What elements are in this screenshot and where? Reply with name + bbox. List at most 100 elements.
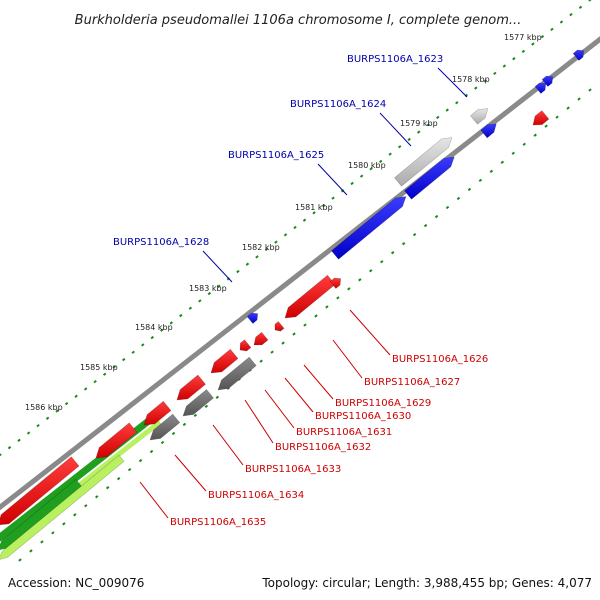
tick-dot [281, 341, 285, 345]
tick-dot [274, 240, 278, 244]
tick-dot [397, 145, 402, 149]
backbone [0, 36, 600, 511]
leader-line [303, 364, 334, 400]
tick-dot [51, 531, 55, 535]
tick-dot [84, 504, 88, 508]
gene-arrow-1624[interactable] [404, 156, 455, 200]
gene-arrow-grey-1[interactable] [394, 137, 453, 187]
tick-dot [380, 260, 384, 264]
gene-arrow-grey-2[interactable] [470, 108, 489, 125]
gene-arrow-1634[interactable] [95, 422, 138, 459]
tick-dot [264, 247, 269, 252]
tick-dot [445, 108, 449, 112]
accession-text: Accession: NC_009076 [8, 576, 144, 590]
tick-dot [489, 169, 494, 174]
gene-label[interactable]: BURPS1106A_1626 [392, 354, 488, 365]
tick-dot [350, 181, 354, 186]
tick-dot [302, 218, 307, 222]
gene-label[interactable]: BURPS1106A_1628 [113, 237, 209, 248]
tick-dot [95, 495, 99, 499]
tick-dot [456, 196, 461, 201]
tick-dot [416, 130, 421, 134]
gene-label[interactable]: BURPS1106A_1624 [290, 99, 386, 110]
tick-dot [434, 214, 439, 219]
gene-label[interactable]: BURPS1106A_1630 [315, 411, 411, 422]
tick-dot [321, 203, 326, 208]
gene-arrow-red-far[interactable] [532, 110, 550, 126]
gene-arrow-1631[interactable] [210, 348, 239, 374]
gene-arrow-1623[interactable] [480, 123, 497, 139]
gene-arrow-1626[interactable] [284, 274, 336, 319]
tick-dot [436, 115, 440, 120]
tick-dot [512, 57, 516, 61]
gene-label[interactable]: BURPS1106A_1627 [364, 377, 460, 388]
gene-label[interactable]: BURPS1106A_1629 [335, 398, 431, 409]
tick-dot [169, 321, 174, 325]
tick-dot [566, 106, 570, 110]
gene-label[interactable]: BURPS1106A_1632 [275, 442, 371, 453]
gene-arrow-1628[interactable] [246, 312, 259, 324]
tick-dot [555, 115, 559, 119]
gene-arrow-1629[interactable] [253, 331, 269, 346]
tick-dot [215, 395, 220, 399]
tick-dot [121, 357, 126, 362]
tick-label: 1578 kbp [452, 75, 490, 84]
tick-dot [358, 278, 362, 282]
tick-dot [426, 123, 430, 127]
tick-dot [236, 269, 240, 274]
gene-arrow-grey-lower-2[interactable] [182, 389, 214, 417]
leader-line [174, 454, 207, 492]
tick-dot [478, 178, 483, 183]
tick-dot [74, 394, 78, 398]
tick-dot [217, 284, 221, 288]
gene-label[interactable]: BURPS1106A_1631 [296, 427, 392, 438]
gene-arrow-red-small[interactable] [329, 277, 342, 289]
tick-dot [182, 422, 187, 427]
tick-dot [577, 97, 581, 101]
tick-dot [40, 540, 44, 544]
gene-arrow-1627[interactable] [274, 321, 285, 332]
gene-label[interactable]: BURPS1106A_1634 [208, 490, 304, 501]
tick-dot [150, 335, 154, 340]
tick-dot [474, 86, 478, 90]
tick-label: 1585 kbp [80, 363, 118, 372]
gene-arrow-lime[interactable] [0, 454, 125, 560]
tick-dot [531, 42, 535, 46]
tick-dot [314, 314, 318, 318]
tick-dot [283, 233, 288, 237]
gene-arrow-1632[interactable] [176, 374, 206, 401]
tick-dot [160, 440, 165, 445]
gene-label[interactable]: BURPS1106A_1635 [170, 517, 266, 528]
gene-label[interactable]: BURPS1106A_1623 [347, 54, 443, 65]
gene-arrow-blue-b[interactable] [541, 75, 554, 87]
gene-arrow-grey-lower-1[interactable] [149, 413, 181, 441]
map-title: Burkholderia pseudomallei 1106a chromoso… [75, 13, 522, 28]
gene-features [0, 49, 585, 560]
tick-dot [588, 0, 592, 2]
tick-label: 1584 kbp [135, 323, 173, 332]
tick-label: 1579 kbp [400, 119, 438, 128]
tick-dot [64, 401, 69, 406]
tick-dot [160, 328, 164, 332]
tick-dot [149, 449, 154, 454]
gene-arrow-1625[interactable] [331, 196, 407, 260]
gene-arrow-blue-c[interactable] [572, 49, 585, 61]
tick-dot [29, 549, 33, 553]
gene-arrow-grey-lower-3[interactable] [217, 356, 257, 391]
tick-dot [412, 232, 417, 237]
tick-dot [325, 305, 329, 309]
gene-arrow-blue-a[interactable] [534, 82, 547, 94]
gene-label[interactable]: BURPS1106A_1625 [228, 150, 324, 161]
tick-dot [502, 64, 507, 68]
tick-dot [378, 159, 383, 164]
tick-dot [141, 343, 145, 347]
gene-arrow-1635[interactable] [0, 456, 80, 526]
tick-dot [588, 88, 592, 92]
gene-arrow-1633[interactable] [143, 400, 172, 426]
tick-dot [521, 49, 526, 54]
tick-dot [26, 431, 31, 435]
tick-dot [522, 142, 526, 146]
gene-arrow-1630[interactable] [239, 339, 252, 352]
gene-label[interactable]: BURPS1106A_1633 [245, 464, 341, 475]
